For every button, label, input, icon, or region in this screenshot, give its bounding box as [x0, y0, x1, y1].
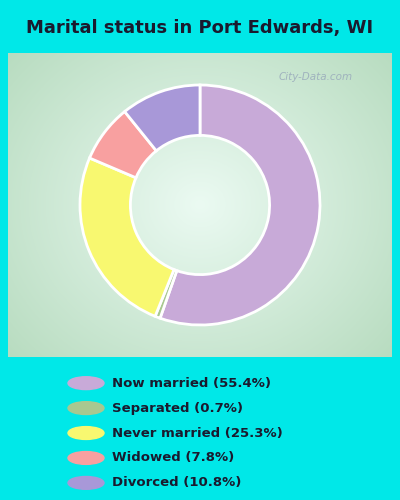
Circle shape	[68, 426, 104, 440]
Text: City-Data.com: City-Data.com	[278, 72, 352, 82]
Wedge shape	[80, 158, 174, 316]
Wedge shape	[160, 85, 320, 325]
Circle shape	[68, 402, 104, 414]
Text: Divorced (10.8%): Divorced (10.8%)	[112, 476, 241, 490]
Wedge shape	[125, 85, 200, 151]
Circle shape	[68, 452, 104, 464]
Text: Separated (0.7%): Separated (0.7%)	[112, 402, 243, 414]
Text: Widowed (7.8%): Widowed (7.8%)	[112, 452, 234, 464]
Text: Now married (55.4%): Now married (55.4%)	[112, 376, 271, 390]
Wedge shape	[90, 112, 156, 178]
Circle shape	[68, 376, 104, 390]
Wedge shape	[155, 270, 177, 318]
Text: Never married (25.3%): Never married (25.3%)	[112, 426, 283, 440]
Text: Marital status in Port Edwards, WI: Marital status in Port Edwards, WI	[26, 19, 374, 37]
Circle shape	[68, 476, 104, 490]
